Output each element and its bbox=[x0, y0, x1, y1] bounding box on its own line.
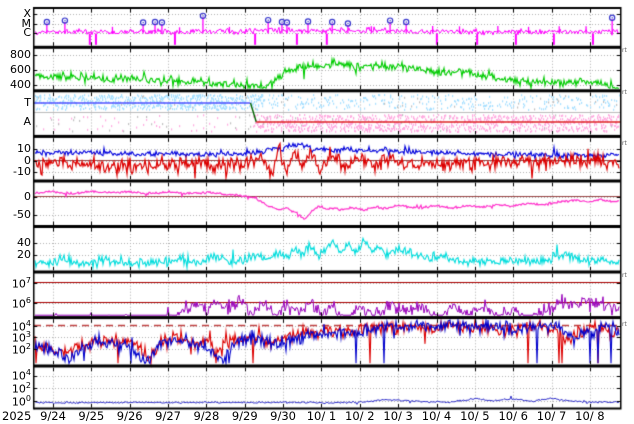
y-axis-label: 107 bbox=[11, 275, 31, 291]
year-label: 2025 bbox=[2, 409, 32, 423]
x-axis-date-label: 10/ 5 bbox=[460, 409, 490, 423]
y-axis-label: 106 bbox=[11, 295, 31, 311]
y-axis-label: 102 bbox=[11, 381, 31, 396]
y-axis-label: 103 bbox=[11, 330, 31, 345]
x-axis-date-label: 10/ 7 bbox=[536, 409, 567, 423]
y-axis-label: 400 bbox=[10, 78, 31, 91]
x-axis-date-label: 9/25 bbox=[78, 409, 105, 423]
x-axis-date-label: 9/30 bbox=[270, 409, 296, 423]
x-axis-date-label: 10/ 6 bbox=[498, 409, 528, 423]
y-axis-label: 102 bbox=[11, 341, 31, 357]
y-axis-label: 0 bbox=[24, 189, 31, 203]
right-margin-label: rt bbox=[622, 140, 627, 147]
x-axis-date-label: 9/24 bbox=[40, 409, 66, 423]
x-axis-date-label: 9/28 bbox=[193, 409, 220, 423]
x-axis-date-label: 10/ 8 bbox=[575, 409, 605, 423]
x-axis-date-label: 9/26 bbox=[116, 409, 143, 423]
x-axis-date-label: 10/ 1 bbox=[306, 409, 337, 423]
x-axis-date-label: 10/ 2 bbox=[345, 409, 375, 423]
y-axis-label: A bbox=[23, 115, 31, 128]
x-axis-date-label: 10/ 4 bbox=[421, 409, 452, 423]
right-margin-label: rt bbox=[622, 89, 627, 96]
y-axis-label: 104 bbox=[11, 318, 31, 334]
x-axis-date-label: 9/27 bbox=[155, 409, 181, 423]
x-axis-date-label: 9/29 bbox=[231, 409, 258, 423]
y-axis-label: 104 bbox=[11, 368, 31, 383]
y-axis-label: -10 bbox=[13, 165, 31, 178]
y-axis-label: 20 bbox=[17, 248, 31, 261]
right-margin-label: rt bbox=[622, 47, 627, 54]
y-axis-label: 100 bbox=[11, 393, 31, 409]
y-axis-label: 0 bbox=[24, 153, 31, 167]
y-axis-label: X bbox=[23, 6, 31, 20]
y-axis-label: T bbox=[24, 96, 31, 109]
y-axis-label: M bbox=[21, 16, 32, 30]
y-axis-label: 10 bbox=[17, 142, 31, 155]
y-axis-label: C bbox=[23, 26, 31, 39]
y-axis-label: 600 bbox=[10, 63, 31, 76]
right-margin-label: rt bbox=[622, 321, 627, 328]
y-axis-label: -50 bbox=[13, 208, 31, 221]
y-axis-label: 800 bbox=[10, 48, 31, 61]
y-axis-label: 40 bbox=[17, 236, 31, 250]
x-axis-date-label: 10/ 3 bbox=[383, 409, 413, 423]
right-margin-label: rt bbox=[622, 272, 627, 279]
